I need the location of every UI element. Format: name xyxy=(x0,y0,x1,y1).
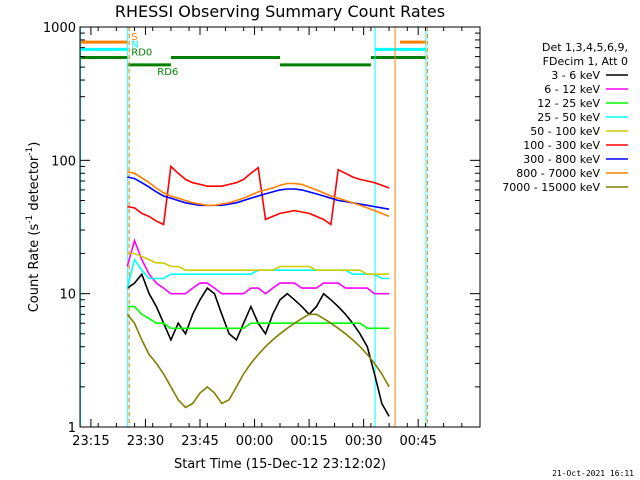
y-tick-label: 100 xyxy=(51,154,76,169)
flag-label-rd0: RD0 xyxy=(131,48,152,59)
y-tick-label: 1000 xyxy=(43,21,76,36)
series-line-6 xyxy=(127,176,390,210)
series-line-4 xyxy=(127,252,390,276)
x-axis-label: Start Time (15-Dec-12 23:12:02) xyxy=(174,457,386,472)
flag-label-n: N xyxy=(131,39,138,50)
chart-title: RHESSI Observing Summary Count Rates xyxy=(115,2,445,21)
x-tick-label: 00:00 xyxy=(236,434,273,449)
event-markers xyxy=(80,27,428,427)
plot-frame xyxy=(79,26,481,428)
series-line-8 xyxy=(126,313,390,409)
y-tick-label: 1 xyxy=(68,421,76,436)
legend-entry-label: 100 - 300 keV xyxy=(523,139,600,152)
legend-entry-label: 7000 - 15000 keV xyxy=(502,181,600,194)
y-tick-label: 10 xyxy=(59,288,76,303)
y-axis: 1 10 100 1000 xyxy=(43,21,480,436)
legend-entry-label: 25 - 50 keV xyxy=(537,111,600,124)
legend-entry-label: 3 - 6 keV xyxy=(551,69,600,82)
legend-entry-label: 50 - 100 keV xyxy=(530,125,600,138)
y-axis-label: Count Rate (s-1 detector-1) xyxy=(25,142,42,313)
flag-label-s: S xyxy=(131,32,137,43)
y-axis-label-exponent: -1 xyxy=(25,215,35,224)
x-tick-label: 00:15 xyxy=(290,434,327,449)
series-line-7 xyxy=(127,171,390,218)
generation-timestamp: 21-Oct-2021 16:11 xyxy=(552,469,634,478)
y-axis-label-part: ) xyxy=(27,142,42,147)
y-axis-label-part: detector xyxy=(27,155,42,215)
x-tick-label: 23:45 xyxy=(181,434,218,449)
series-line-2 xyxy=(127,305,390,330)
legend-entry-label: 800 - 7000 keV xyxy=(516,167,600,180)
legend-entry-label: 6 - 12 keV xyxy=(544,83,600,96)
x-tick-label: 23:30 xyxy=(127,434,164,449)
x-tick-label: 00:30 xyxy=(345,434,382,449)
x-tick-label: 00:45 xyxy=(399,434,436,449)
series-lines xyxy=(126,164,390,417)
legend: Det 1,3,4,5,6,9, FDecim 1, Att 0 3 - 6 k… xyxy=(502,41,628,194)
x-tick-label: 23:15 xyxy=(72,434,109,449)
series-line-1 xyxy=(126,238,390,295)
legend-header-line: FDecim 1, Att 0 xyxy=(543,55,628,68)
y-axis-label-part: Count Rate (s xyxy=(27,224,42,313)
x-axis: 23:15 23:30 23:45 00:00 00:15 00:30 00:45 xyxy=(72,27,481,449)
series-line-0 xyxy=(126,272,390,417)
series-line-5 xyxy=(127,164,390,226)
y-axis-label-exponent: -1 xyxy=(25,147,35,156)
legend-header-line: Det 1,3,4,5,6,9, xyxy=(542,41,628,54)
legend-entry-label: 12 - 25 keV xyxy=(537,97,600,110)
legend-entry-label: 300 - 800 keV xyxy=(523,153,600,166)
flag-label-rd6: RD6 xyxy=(157,67,178,78)
